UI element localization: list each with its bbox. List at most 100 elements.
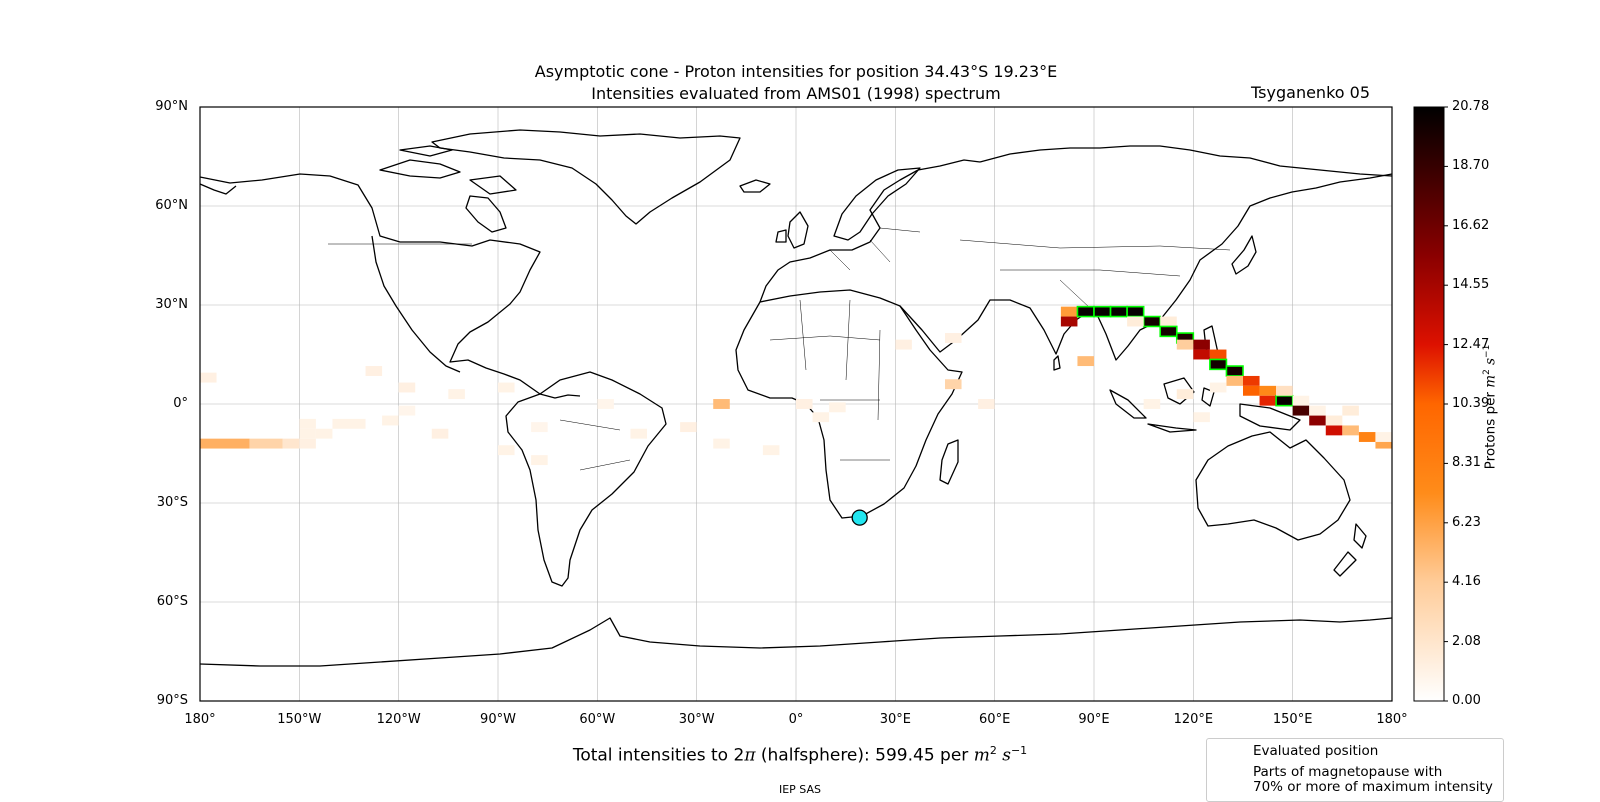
- map-frame: [199, 106, 1393, 702]
- coast-japan: [1231, 235, 1257, 275]
- intensity-cell: [299, 428, 316, 439]
- intensity-cell: [1309, 415, 1326, 426]
- intensity-cell: [249, 438, 283, 449]
- intensity-cell: [1358, 432, 1376, 442]
- colorbar-tick-label: 20.78: [1452, 99, 1490, 114]
- intensity-cell: [1060, 316, 1078, 327]
- coast-east-asia: [1093, 173, 1393, 361]
- highlighted-intensity-cell: [1109, 305, 1128, 318]
- intensity-cell: [299, 438, 316, 449]
- intensity-cell: [597, 399, 614, 409]
- coast-new-zealand: [1333, 523, 1367, 577]
- intensity-cell: [1060, 306, 1078, 317]
- coast-sri-lanka: [1053, 355, 1061, 371]
- colorbar-tick-label: 6.23: [1452, 514, 1481, 530]
- colorbar-tick-label: 18.70: [1452, 158, 1490, 174]
- highlighted-intensity-cell: [1126, 305, 1145, 318]
- lat-tick-label: 0°: [173, 396, 188, 411]
- coast-australia: [1195, 431, 1351, 541]
- intensity-cell: [630, 428, 647, 439]
- highlighted-intensity-cell: [1093, 305, 1112, 318]
- coast-africa: [735, 289, 963, 519]
- lat-tick-label: 60°N: [155, 198, 188, 213]
- intensity-cell: [498, 382, 515, 393]
- colorbar-tick-label: 10.39: [1452, 396, 1490, 411]
- coast-greenland: [431, 129, 741, 225]
- intensity-cell: [531, 422, 548, 433]
- intensity-cell: [1193, 339, 1210, 350]
- lon-tick-label: 180°: [1376, 712, 1408, 727]
- intensity-cell: [299, 418, 316, 429]
- intensity-cell: [1143, 399, 1161, 409]
- legend-evaluated-label: Evaluated position: [1253, 743, 1379, 759]
- intensity-cell: [1292, 405, 1310, 416]
- lat-tick-label: 30°N: [155, 297, 188, 312]
- intensity-cell: [448, 389, 465, 400]
- coast-arabia-india: [899, 299, 1095, 355]
- intensity-cell: [1309, 405, 1326, 416]
- intensity-cell: [796, 399, 813, 409]
- country-borders: [328, 227, 1231, 471]
- lon-tick-label: 90°E: [1078, 712, 1110, 727]
- evaluated-position-marker: [851, 509, 868, 526]
- colorbar-tick-label: 16.62: [1452, 217, 1490, 233]
- intensity-cell: [978, 399, 995, 409]
- intensity-cell: [1243, 385, 1260, 396]
- lon-tick-label: 150°W: [277, 712, 322, 727]
- total-intensity-text: Total intensities to 2π (halfsphere): 59…: [572, 744, 1028, 766]
- lon-tick-label: 150°E: [1272, 712, 1313, 727]
- lon-tick-label: 120°W: [376, 712, 421, 727]
- colorbar-tick-label: 2.08: [1452, 633, 1481, 649]
- border-europe: [829, 227, 921, 271]
- legend-magnetopause-label: Parts of magnetopause with 70% or more o…: [1253, 765, 1493, 795]
- colorbar-tick-label: 8.31: [1452, 455, 1481, 471]
- intensity-cell: [365, 366, 383, 376]
- lon-tick-label: 120°E: [1173, 712, 1214, 727]
- intensity-cell: [1259, 385, 1277, 396]
- intensity-cell: [1193, 412, 1210, 423]
- intensity-cell: [200, 438, 250, 449]
- lat-tick-label: 60°S: [156, 594, 188, 609]
- intensity-cell: [1209, 349, 1227, 360]
- intensity-cell: [398, 405, 416, 416]
- coast-siberia-north: [979, 145, 1393, 177]
- coast-british-isles: [775, 211, 809, 249]
- intensity-cell: [1325, 415, 1343, 426]
- intensity-cell: [282, 438, 300, 449]
- colorbar-tick-label: 4.16: [1452, 574, 1481, 590]
- highlighted-intensity-cell: [1209, 358, 1228, 371]
- coast-scandinavia: [833, 167, 921, 241]
- legend: Evaluated position Parts of magnetopause…: [1206, 738, 1504, 802]
- intensity-cell: [1226, 375, 1243, 386]
- highlighted-intensity-cell: [1225, 365, 1244, 377]
- highlighted-intensity-cell: [1159, 325, 1178, 338]
- lon-tick-label: 60°W: [579, 712, 616, 727]
- intensity-cell: [1176, 339, 1194, 350]
- intensity-cell: [431, 428, 449, 439]
- lon-tick-label: 30°W: [678, 712, 715, 727]
- colorbar-tick-label: 0.00: [1452, 693, 1481, 708]
- intensity-cell: [1209, 382, 1227, 393]
- map-title-line-1: Asymptotic cone - Proton intensities for…: [534, 62, 1058, 81]
- intensity-cell: [382, 415, 399, 426]
- coast-south-america: [505, 371, 667, 587]
- intensity-cell: [315, 428, 333, 439]
- intensity-cell: [1276, 385, 1293, 396]
- coast-alaska-west: [199, 183, 237, 195]
- border-asia: [959, 239, 1231, 309]
- intensity-cell: [1243, 375, 1260, 386]
- intensity-cell: [1375, 432, 1392, 442]
- intensity-cell: [713, 399, 730, 409]
- continents: [199, 129, 1393, 667]
- intensity-cell: [1176, 389, 1194, 400]
- intensity-cell: [1193, 349, 1210, 360]
- border-south-america: [559, 419, 631, 471]
- intensity-cell: [1292, 395, 1310, 406]
- border-africa: [769, 299, 890, 461]
- intensity-cell: [1127, 316, 1144, 327]
- coast-iceland: [739, 179, 771, 193]
- coast-arctic-islands: [379, 145, 517, 195]
- map-title-line-2: Intensities evaluated from AMS01 (1998) …: [591, 84, 1001, 103]
- colorbar-tick-label: 14.55: [1452, 277, 1490, 293]
- intensity-cell: [498, 445, 515, 456]
